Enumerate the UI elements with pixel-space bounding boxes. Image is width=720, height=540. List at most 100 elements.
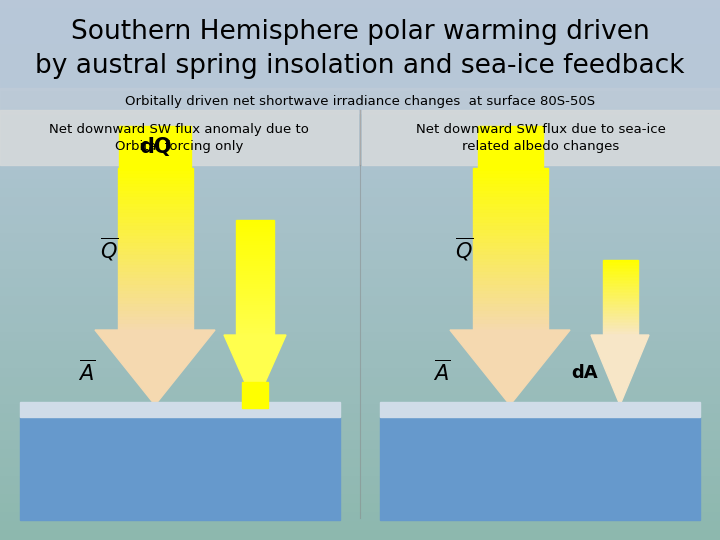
Bar	[603, 284, 637, 286]
Polygon shape	[591, 335, 649, 405]
Bar	[236, 305, 274, 307]
Bar	[20, 402, 340, 417]
Bar	[472, 168, 547, 171]
Bar	[0, 333, 720, 342]
Bar	[236, 222, 274, 225]
Bar	[236, 259, 274, 261]
Bar	[236, 220, 274, 222]
Bar	[117, 200, 192, 204]
Bar	[603, 334, 637, 335]
Bar	[0, 198, 720, 207]
Bar	[117, 230, 192, 233]
Bar	[236, 285, 274, 287]
Bar	[236, 264, 274, 266]
Bar	[0, 88, 720, 113]
Bar	[236, 298, 274, 300]
Bar	[603, 273, 637, 275]
Bar	[117, 252, 192, 255]
Bar	[0, 396, 720, 405]
Bar	[117, 262, 192, 265]
Bar	[603, 275, 637, 276]
Bar	[117, 178, 192, 181]
Bar	[380, 402, 700, 417]
Bar	[236, 229, 274, 232]
Bar	[603, 260, 637, 261]
Bar	[603, 308, 637, 309]
Bar	[472, 301, 547, 304]
Bar	[117, 239, 192, 242]
Bar	[117, 168, 192, 171]
Polygon shape	[224, 335, 286, 405]
Bar	[472, 291, 547, 294]
Bar	[236, 248, 274, 250]
Bar	[117, 327, 192, 330]
Bar	[117, 249, 192, 252]
Bar	[0, 45, 720, 54]
Bar	[117, 187, 192, 191]
Bar	[20, 417, 340, 520]
Bar	[0, 477, 720, 486]
Bar	[0, 288, 720, 297]
Bar	[472, 181, 547, 184]
Bar	[603, 299, 637, 300]
Bar	[117, 294, 192, 298]
Bar	[603, 309, 637, 311]
Bar	[472, 268, 547, 272]
Bar	[236, 319, 274, 321]
Bar	[0, 180, 720, 189]
Bar	[117, 314, 192, 317]
Bar	[0, 495, 720, 504]
Bar	[236, 289, 274, 291]
Bar	[117, 268, 192, 272]
Bar	[0, 306, 720, 315]
Bar	[117, 207, 192, 210]
Bar	[0, 0, 720, 90]
Bar	[0, 27, 720, 36]
Bar	[603, 265, 637, 266]
Bar	[117, 217, 192, 220]
Bar	[0, 72, 720, 81]
Bar	[472, 327, 547, 330]
Text: Orbitally driven net shortwave irradiance changes  at surface 80S-50S: Orbitally driven net shortwave irradianc…	[125, 94, 595, 107]
Bar	[472, 320, 547, 323]
Bar	[603, 293, 637, 294]
Bar	[0, 369, 720, 378]
Bar	[0, 315, 720, 324]
Bar	[603, 313, 637, 314]
Bar	[472, 265, 547, 268]
Bar	[603, 287, 637, 288]
Bar	[117, 288, 192, 291]
Text: $\overline{A}$: $\overline{A}$	[78, 360, 96, 385]
Bar	[117, 278, 192, 281]
Bar	[603, 296, 637, 298]
Bar	[362, 110, 720, 165]
Bar	[472, 298, 547, 301]
Bar	[0, 423, 720, 432]
Polygon shape	[95, 330, 215, 405]
Bar	[0, 126, 720, 135]
Bar	[0, 522, 720, 531]
Bar	[0, 117, 720, 126]
Bar	[0, 189, 720, 198]
Bar	[236, 282, 274, 285]
Bar	[0, 441, 720, 450]
Bar	[0, 144, 720, 153]
Bar	[472, 230, 547, 233]
Bar	[603, 320, 637, 321]
Bar	[117, 210, 192, 213]
Bar	[117, 242, 192, 246]
Bar	[0, 225, 720, 234]
Bar	[472, 226, 547, 230]
Bar	[236, 245, 274, 248]
Bar	[236, 225, 274, 227]
Bar	[0, 351, 720, 360]
Bar	[603, 290, 637, 292]
Bar	[236, 261, 274, 264]
Bar	[0, 279, 720, 288]
Bar	[236, 300, 274, 303]
Bar	[117, 181, 192, 184]
Bar	[603, 263, 637, 265]
Bar	[603, 298, 637, 299]
Bar	[477, 126, 542, 168]
Bar	[0, 0, 720, 9]
